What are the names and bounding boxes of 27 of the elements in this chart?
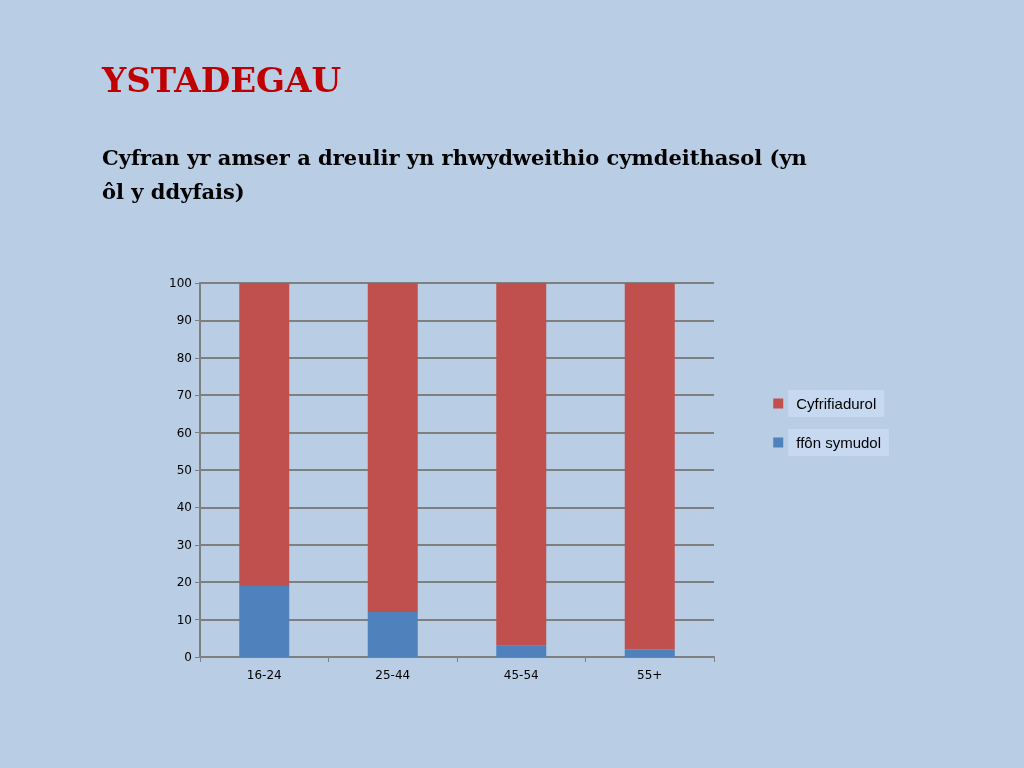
y-tick-label: 0 xyxy=(184,650,192,664)
y-tick-label: 60 xyxy=(176,425,192,440)
y-tick-label: 80 xyxy=(176,350,192,365)
bar xyxy=(624,283,675,650)
y-tick-label: 30 xyxy=(176,537,192,552)
bar xyxy=(239,585,290,657)
bar xyxy=(496,283,547,646)
y-tick-label: 90 xyxy=(176,313,192,328)
bar xyxy=(367,612,418,657)
legend-label: ffôn symudol xyxy=(796,434,882,451)
chart-subtitle: Cyfran yr amser a dreulir yn rhwydweithio cymdeithasol (yn ôl y ddyfais) xyxy=(102,144,815,204)
x-tick-label: 45-54 xyxy=(503,668,539,682)
x-tick-label: 16-24 xyxy=(246,668,282,682)
bar xyxy=(367,283,418,613)
bar xyxy=(496,645,547,657)
y-tick-label: 50 xyxy=(176,463,192,477)
x-tick-label: 25-44 xyxy=(375,668,411,682)
y-tick-label: 70 xyxy=(176,388,192,403)
x-tick-label: 55+ xyxy=(637,668,663,682)
legend-label: Cyfrifiadurol xyxy=(796,395,877,412)
y-tick-label: 10 xyxy=(176,612,192,627)
y-tick-label: 20 xyxy=(176,575,192,590)
y-tick-label: 40 xyxy=(176,500,192,515)
y-tick-label: 100 xyxy=(169,276,192,290)
bar xyxy=(624,649,675,657)
chart-title: YSTADEGAU xyxy=(101,60,342,100)
bar xyxy=(239,283,290,586)
